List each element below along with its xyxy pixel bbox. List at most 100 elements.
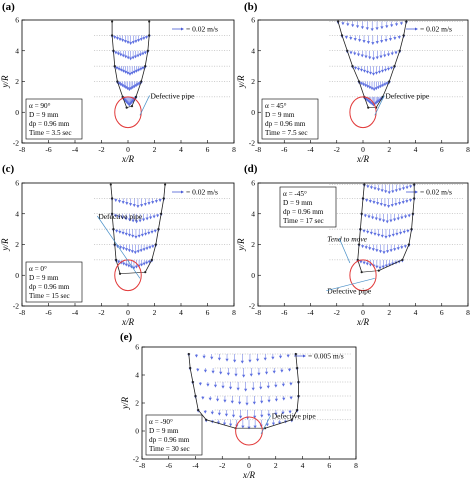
boundary-point bbox=[297, 380, 300, 384]
velocity-vector-head bbox=[253, 415, 257, 419]
velocity-vector-head bbox=[238, 415, 243, 419]
velocity-vector-head bbox=[390, 204, 394, 207]
velocity-vector-head bbox=[127, 233, 132, 237]
velocity-vector-head bbox=[139, 38, 143, 41]
boundary-point bbox=[187, 352, 190, 356]
velocity-vector-head bbox=[355, 25, 360, 29]
x-tick-label: -2 bbox=[98, 308, 104, 317]
velocity-vector-head bbox=[134, 265, 139, 269]
y-tick-label: 6 bbox=[15, 179, 19, 188]
scale-arrow-head bbox=[181, 27, 184, 31]
velocity-vector-head bbox=[131, 219, 135, 223]
velocity-vector-head bbox=[255, 358, 260, 362]
velocity-vector-head bbox=[369, 231, 373, 235]
y-axis-label: y/R bbox=[0, 75, 10, 88]
velocity-vector-head bbox=[366, 85, 370, 89]
velocity-vector-head bbox=[360, 54, 364, 58]
boundary-point bbox=[111, 34, 114, 37]
velocity-vector-head bbox=[116, 245, 120, 249]
velocity-vector-head bbox=[147, 202, 151, 205]
velocity-vector-head bbox=[126, 87, 130, 91]
velocity-vector-head bbox=[384, 190, 388, 194]
param-line: Time = 3.5 sec bbox=[29, 129, 72, 137]
velocity-vector-head bbox=[147, 231, 151, 235]
y-tick-label: 2 bbox=[135, 399, 139, 408]
boundary-point bbox=[407, 243, 411, 246]
defective-pipe-label: Defective pipe bbox=[151, 91, 196, 100]
velocity-vector-head bbox=[158, 199, 162, 202]
velocity-vector-head bbox=[386, 53, 391, 57]
x-tick-label: -4 bbox=[72, 308, 78, 317]
panel-label: (c) bbox=[2, 163, 15, 175]
velocity-vector-head bbox=[395, 232, 399, 236]
velocity-vector-head bbox=[366, 230, 370, 234]
x-tick-label: -4 bbox=[307, 308, 313, 317]
velocity-vector-head bbox=[408, 199, 413, 202]
x-tick-label: 0 bbox=[126, 145, 130, 154]
velocity-vector-head bbox=[382, 219, 386, 223]
boundary-point bbox=[205, 418, 208, 421]
velocity-vector-head bbox=[129, 57, 133, 61]
velocity-vector-head bbox=[115, 37, 119, 40]
boundary-point bbox=[413, 197, 416, 200]
velocity-vector-head bbox=[140, 233, 144, 237]
velocity-vector-head bbox=[274, 398, 279, 402]
x-tick-label: -4 bbox=[192, 461, 198, 470]
velocity-vector-head bbox=[260, 414, 264, 418]
boundary-point bbox=[197, 408, 200, 412]
velocity-vector-head bbox=[143, 51, 148, 55]
velocity-vector-head bbox=[203, 369, 208, 373]
velocity-vector-head bbox=[378, 266, 382, 270]
velocity-vector-head bbox=[217, 412, 221, 416]
velocity-vector-head bbox=[398, 231, 403, 235]
boundary-point bbox=[140, 80, 143, 83]
velocity-vector-head bbox=[257, 372, 261, 376]
velocity-vector-head bbox=[196, 368, 200, 372]
boundary-point bbox=[402, 34, 405, 37]
velocity-vector-head bbox=[364, 55, 368, 59]
x-tick-label: 8 bbox=[466, 308, 470, 317]
velocity-vector-head bbox=[131, 86, 135, 90]
boundary-point bbox=[410, 228, 413, 231]
velocity-vector-head bbox=[379, 55, 383, 59]
boundary-point bbox=[113, 65, 116, 68]
velocity-vector-head bbox=[134, 84, 138, 88]
velocity-vector-head bbox=[145, 247, 149, 251]
velocity-vector-head bbox=[137, 234, 141, 238]
y-tick-label: -2 bbox=[13, 139, 19, 148]
velocity-vector-head bbox=[142, 37, 146, 40]
param-line: α = -45° bbox=[283, 190, 307, 198]
velocity-vector-head bbox=[151, 245, 155, 249]
panel-label: (b) bbox=[244, 1, 258, 13]
boundary-point bbox=[351, 65, 354, 68]
velocity-vector-head bbox=[401, 201, 405, 204]
velocity-vector-head bbox=[244, 388, 248, 392]
x-tick-label: 4 bbox=[414, 308, 418, 317]
velocity-vector-head bbox=[271, 422, 276, 426]
velocity-vector-head bbox=[132, 204, 136, 207]
x-axis-label: x/R bbox=[356, 154, 369, 164]
velocity-vector-head bbox=[210, 411, 214, 415]
panel-2: -8 -6 -4 -2 0 2 4 6 8 6 4 2 0 -2 x/R y/R (c) = 0.02 m/s α … bbox=[0, 163, 236, 327]
param-line: dp = 0.96 mm bbox=[283, 208, 324, 216]
scale-arrow-head bbox=[415, 190, 418, 194]
velocity-vector-head bbox=[221, 385, 225, 389]
panel-4: -8 -6 -4 -2 0 2 4 6 8 6 4 2 0 -2 x/R y/R (e) = 0.005 m/s α… bbox=[120, 331, 358, 480]
velocity-vector-head bbox=[372, 88, 376, 92]
x-tick-label: 6 bbox=[206, 308, 210, 317]
annotation-arrow bbox=[97, 215, 141, 279]
velocity-vector-head bbox=[384, 39, 388, 42]
velocity-vector-head bbox=[353, 66, 358, 70]
velocity-vector-head bbox=[114, 199, 118, 202]
velocity-vector-head bbox=[144, 36, 149, 39]
velocity-vector-head bbox=[132, 266, 136, 270]
velocity-vector-head bbox=[361, 83, 365, 87]
boundary-point bbox=[114, 258, 118, 261]
x-tick-label: 6 bbox=[440, 308, 444, 317]
params-box bbox=[261, 98, 319, 140]
velocity-vector-head bbox=[201, 396, 205, 400]
x-tick-label: 6 bbox=[440, 145, 444, 154]
scale-arrow-head bbox=[303, 354, 306, 358]
velocity-vector-head bbox=[349, 51, 353, 55]
velocity-vector-head bbox=[397, 36, 401, 39]
